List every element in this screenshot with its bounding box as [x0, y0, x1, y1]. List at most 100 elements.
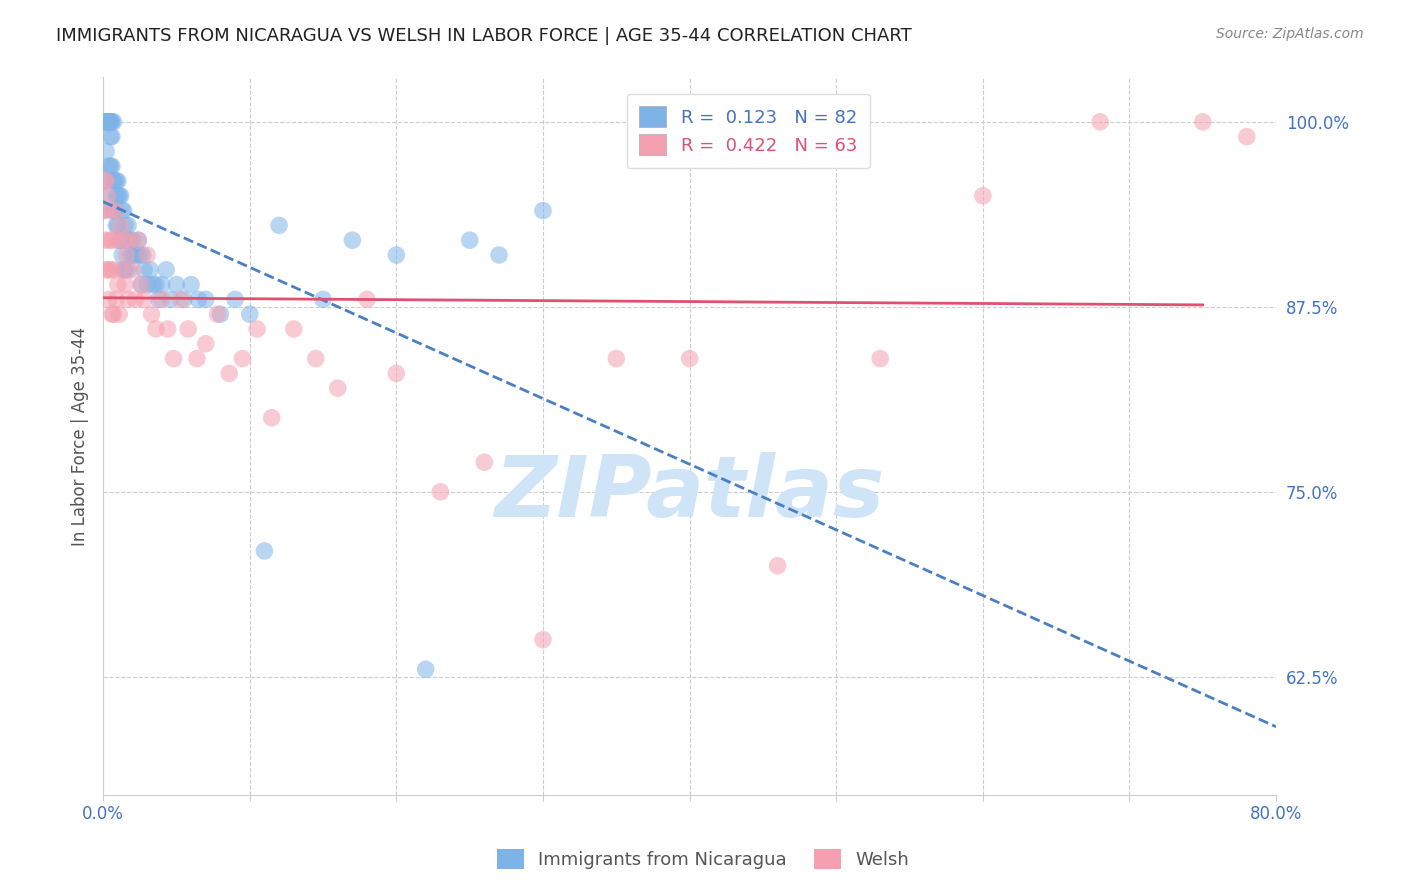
Point	[170, 293, 193, 307]
Point	[415, 662, 437, 676]
Point	[118, 233, 141, 247]
Point	[108, 233, 131, 247]
Point	[177, 322, 200, 336]
Point	[159, 293, 181, 307]
Point	[385, 367, 408, 381]
Point	[100, 129, 122, 144]
Y-axis label: In Labor Force | Age 35-44: In Labor Force | Age 35-44	[72, 326, 89, 546]
Point	[531, 632, 554, 647]
Point	[98, 115, 121, 129]
Point	[129, 277, 152, 292]
Point	[194, 293, 217, 307]
Point	[100, 159, 122, 173]
Point	[156, 322, 179, 336]
Point	[101, 129, 124, 144]
Point	[100, 262, 122, 277]
Point	[93, 174, 115, 188]
Point	[110, 189, 132, 203]
Point	[128, 248, 150, 262]
Point	[122, 248, 145, 262]
Point	[94, 145, 117, 159]
Point	[114, 277, 136, 292]
Point	[124, 248, 146, 262]
Point	[121, 262, 143, 277]
Point	[105, 189, 128, 203]
Point	[91, 189, 114, 203]
Point	[107, 277, 129, 292]
Point	[96, 189, 118, 203]
Point	[118, 233, 141, 247]
Point	[224, 293, 246, 307]
Point	[96, 174, 118, 188]
Text: Source: ZipAtlas.com: Source: ZipAtlas.com	[1216, 27, 1364, 41]
Point	[207, 307, 229, 321]
Point	[94, 174, 117, 188]
Point	[94, 115, 117, 129]
Point	[110, 219, 132, 233]
Point	[145, 322, 167, 336]
Point	[136, 248, 159, 262]
Point	[115, 248, 138, 262]
Point	[101, 233, 124, 247]
Point	[531, 203, 554, 218]
Point	[101, 159, 124, 173]
Point	[127, 233, 149, 247]
Point	[129, 277, 152, 292]
Point	[127, 233, 149, 247]
Point	[117, 262, 139, 277]
Point	[105, 233, 128, 247]
Point	[972, 189, 994, 203]
Point	[326, 381, 349, 395]
Point	[260, 410, 283, 425]
Point	[120, 248, 142, 262]
Point	[111, 203, 134, 218]
Point	[180, 277, 202, 292]
Point	[105, 174, 128, 188]
Point	[148, 293, 170, 307]
Point	[488, 248, 510, 262]
Point	[1191, 115, 1213, 129]
Point	[239, 307, 262, 321]
Point	[150, 293, 173, 307]
Point	[253, 544, 276, 558]
Point	[472, 455, 495, 469]
Point	[356, 293, 378, 307]
Point	[124, 293, 146, 307]
Legend: R =  0.123   N = 82, R =  0.422   N = 63: R = 0.123 N = 82, R = 0.422 N = 63	[627, 94, 870, 168]
Point	[125, 248, 148, 262]
Point	[194, 336, 217, 351]
Point	[139, 262, 162, 277]
Point	[103, 115, 125, 129]
Point	[103, 174, 125, 188]
Point	[104, 174, 127, 188]
Point	[231, 351, 253, 366]
Point	[91, 203, 114, 218]
Point	[134, 262, 156, 277]
Point	[117, 293, 139, 307]
Point	[93, 115, 115, 129]
Point	[187, 293, 209, 307]
Point	[112, 262, 135, 277]
Point	[107, 219, 129, 233]
Point	[96, 115, 118, 129]
Point	[209, 307, 232, 321]
Point	[678, 351, 700, 366]
Point	[1088, 115, 1111, 129]
Legend: Immigrants from Nicaragua, Welsh: Immigrants from Nicaragua, Welsh	[488, 839, 918, 879]
Text: IMMIGRANTS FROM NICARAGUA VS WELSH IN LABOR FORCE | AGE 35-44 CORRELATION CHART: IMMIGRANTS FROM NICARAGUA VS WELSH IN LA…	[56, 27, 912, 45]
Point	[111, 262, 134, 277]
Point	[98, 159, 121, 173]
Point	[96, 115, 118, 129]
Point	[458, 233, 481, 247]
Point	[93, 115, 115, 129]
Point	[112, 203, 135, 218]
Point	[98, 293, 121, 307]
Point	[162, 351, 184, 366]
Point	[141, 307, 163, 321]
Point	[103, 307, 125, 321]
Point	[105, 219, 128, 233]
Text: ZIPatlas: ZIPatlas	[495, 452, 884, 535]
Point	[283, 322, 305, 336]
Point	[108, 189, 131, 203]
Point	[136, 277, 159, 292]
